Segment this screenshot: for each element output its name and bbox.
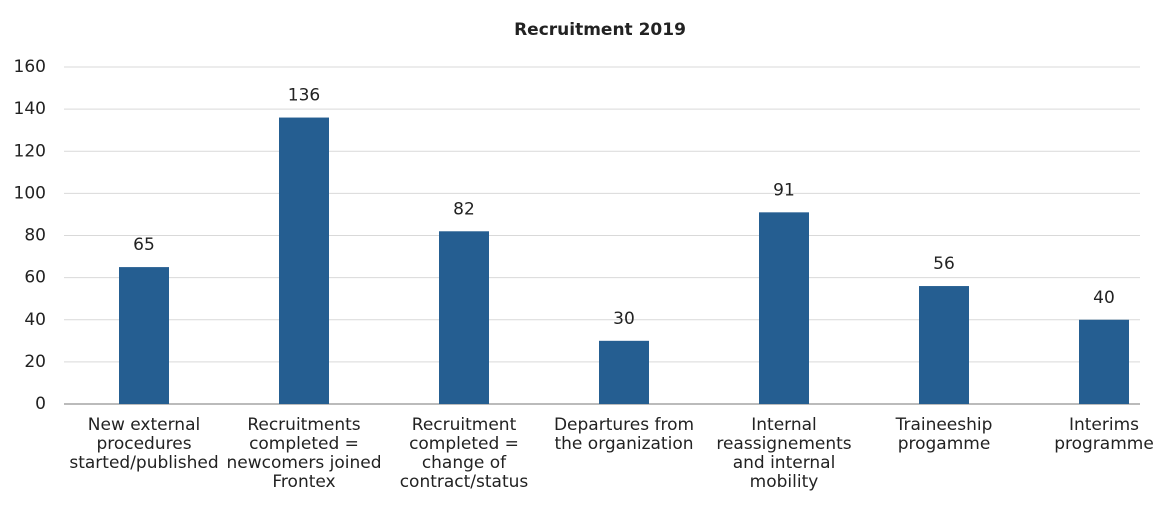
- bar: [439, 231, 489, 404]
- y-tick-label: 20: [24, 352, 46, 372]
- bar: [599, 340, 649, 404]
- bar: [919, 286, 969, 404]
- y-tick-label: 120: [14, 141, 46, 161]
- chart-title: Recruitment 2019: [514, 20, 686, 40]
- y-tick-label: 0: [35, 394, 46, 414]
- value-label: 82: [453, 199, 475, 219]
- y-tick-label: 40: [24, 310, 46, 330]
- value-label: 91: [773, 180, 795, 200]
- value-label: 56: [933, 254, 955, 274]
- x-tick-label: Departures from the organization: [553, 415, 695, 454]
- y-tick-label: 140: [14, 99, 46, 119]
- x-tick-label: Traineeship progamme: [895, 415, 993, 454]
- value-label: 136: [288, 86, 320, 106]
- bar: [119, 267, 169, 404]
- bar: [759, 212, 809, 404]
- y-tick-label: 100: [14, 183, 46, 203]
- x-tick-label: Interims programme: [1054, 415, 1154, 454]
- bar: [1079, 319, 1129, 404]
- x-tick-label: Recruitments completed = newcomers joine…: [226, 415, 382, 492]
- x-tick-label: Internal reassignements and internal mob…: [716, 415, 852, 492]
- y-tick-label: 160: [14, 57, 46, 77]
- bar: [279, 117, 329, 405]
- value-label: 30: [613, 309, 635, 329]
- y-tick-label: 60: [24, 268, 46, 288]
- value-label: 40: [1093, 288, 1115, 308]
- x-tick-label: Recruitment completed = change of contra…: [399, 415, 529, 492]
- x-tick-label: New external procedures started/publishe…: [69, 415, 219, 473]
- value-label: 65: [133, 235, 155, 255]
- y-tick-label: 80: [24, 226, 46, 246]
